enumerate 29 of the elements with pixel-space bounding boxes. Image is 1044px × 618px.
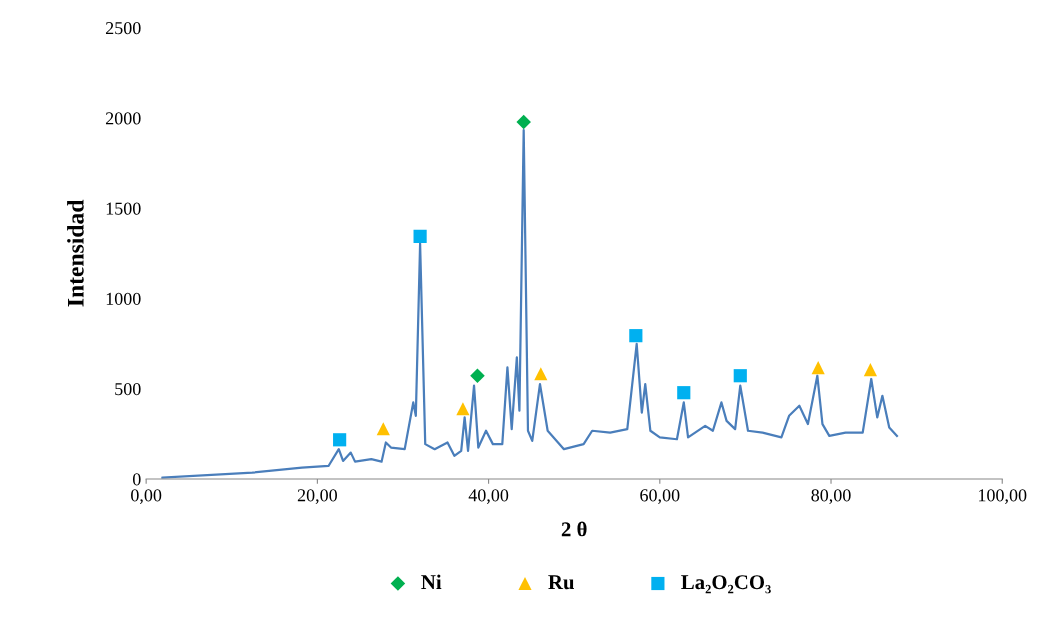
point: [376, 422, 390, 436]
point: [413, 229, 427, 243]
point: [470, 368, 485, 384]
y-tick-label: 0: [132, 473, 141, 486]
y-tick-label: 1000: [106, 292, 141, 305]
x-tick-label: 100,00: [979, 489, 1027, 504]
point: [677, 386, 691, 400]
x-axis-title: 2 θ: [561, 521, 587, 537]
point: [733, 369, 747, 383]
point: [863, 363, 877, 377]
x-tick-label: 20,00: [297, 489, 337, 504]
x-tick-label: 80,00: [811, 489, 851, 504]
point: [534, 367, 548, 381]
legend-label: Ru: [548, 575, 574, 590]
point: [333, 433, 347, 447]
point: [516, 114, 531, 130]
x-tick-label: 60,00: [640, 489, 680, 504]
y-axis-title: Intensidad: [67, 199, 84, 307]
point: [629, 329, 643, 343]
y-tick-label: 2500: [105, 22, 141, 35]
legend-label: Ni: [421, 574, 442, 589]
y-tick-label: 500: [115, 382, 141, 396]
y-tick-label: 2000: [105, 112, 141, 125]
x-tick-label: 0,00: [131, 489, 162, 504]
point: [811, 361, 825, 375]
point: [456, 402, 470, 416]
x-tick-label: 40,00: [468, 489, 509, 504]
y-tick-label: 1500: [106, 202, 141, 215]
legend-label: La₂O₂CO₃: [681, 575, 771, 594]
